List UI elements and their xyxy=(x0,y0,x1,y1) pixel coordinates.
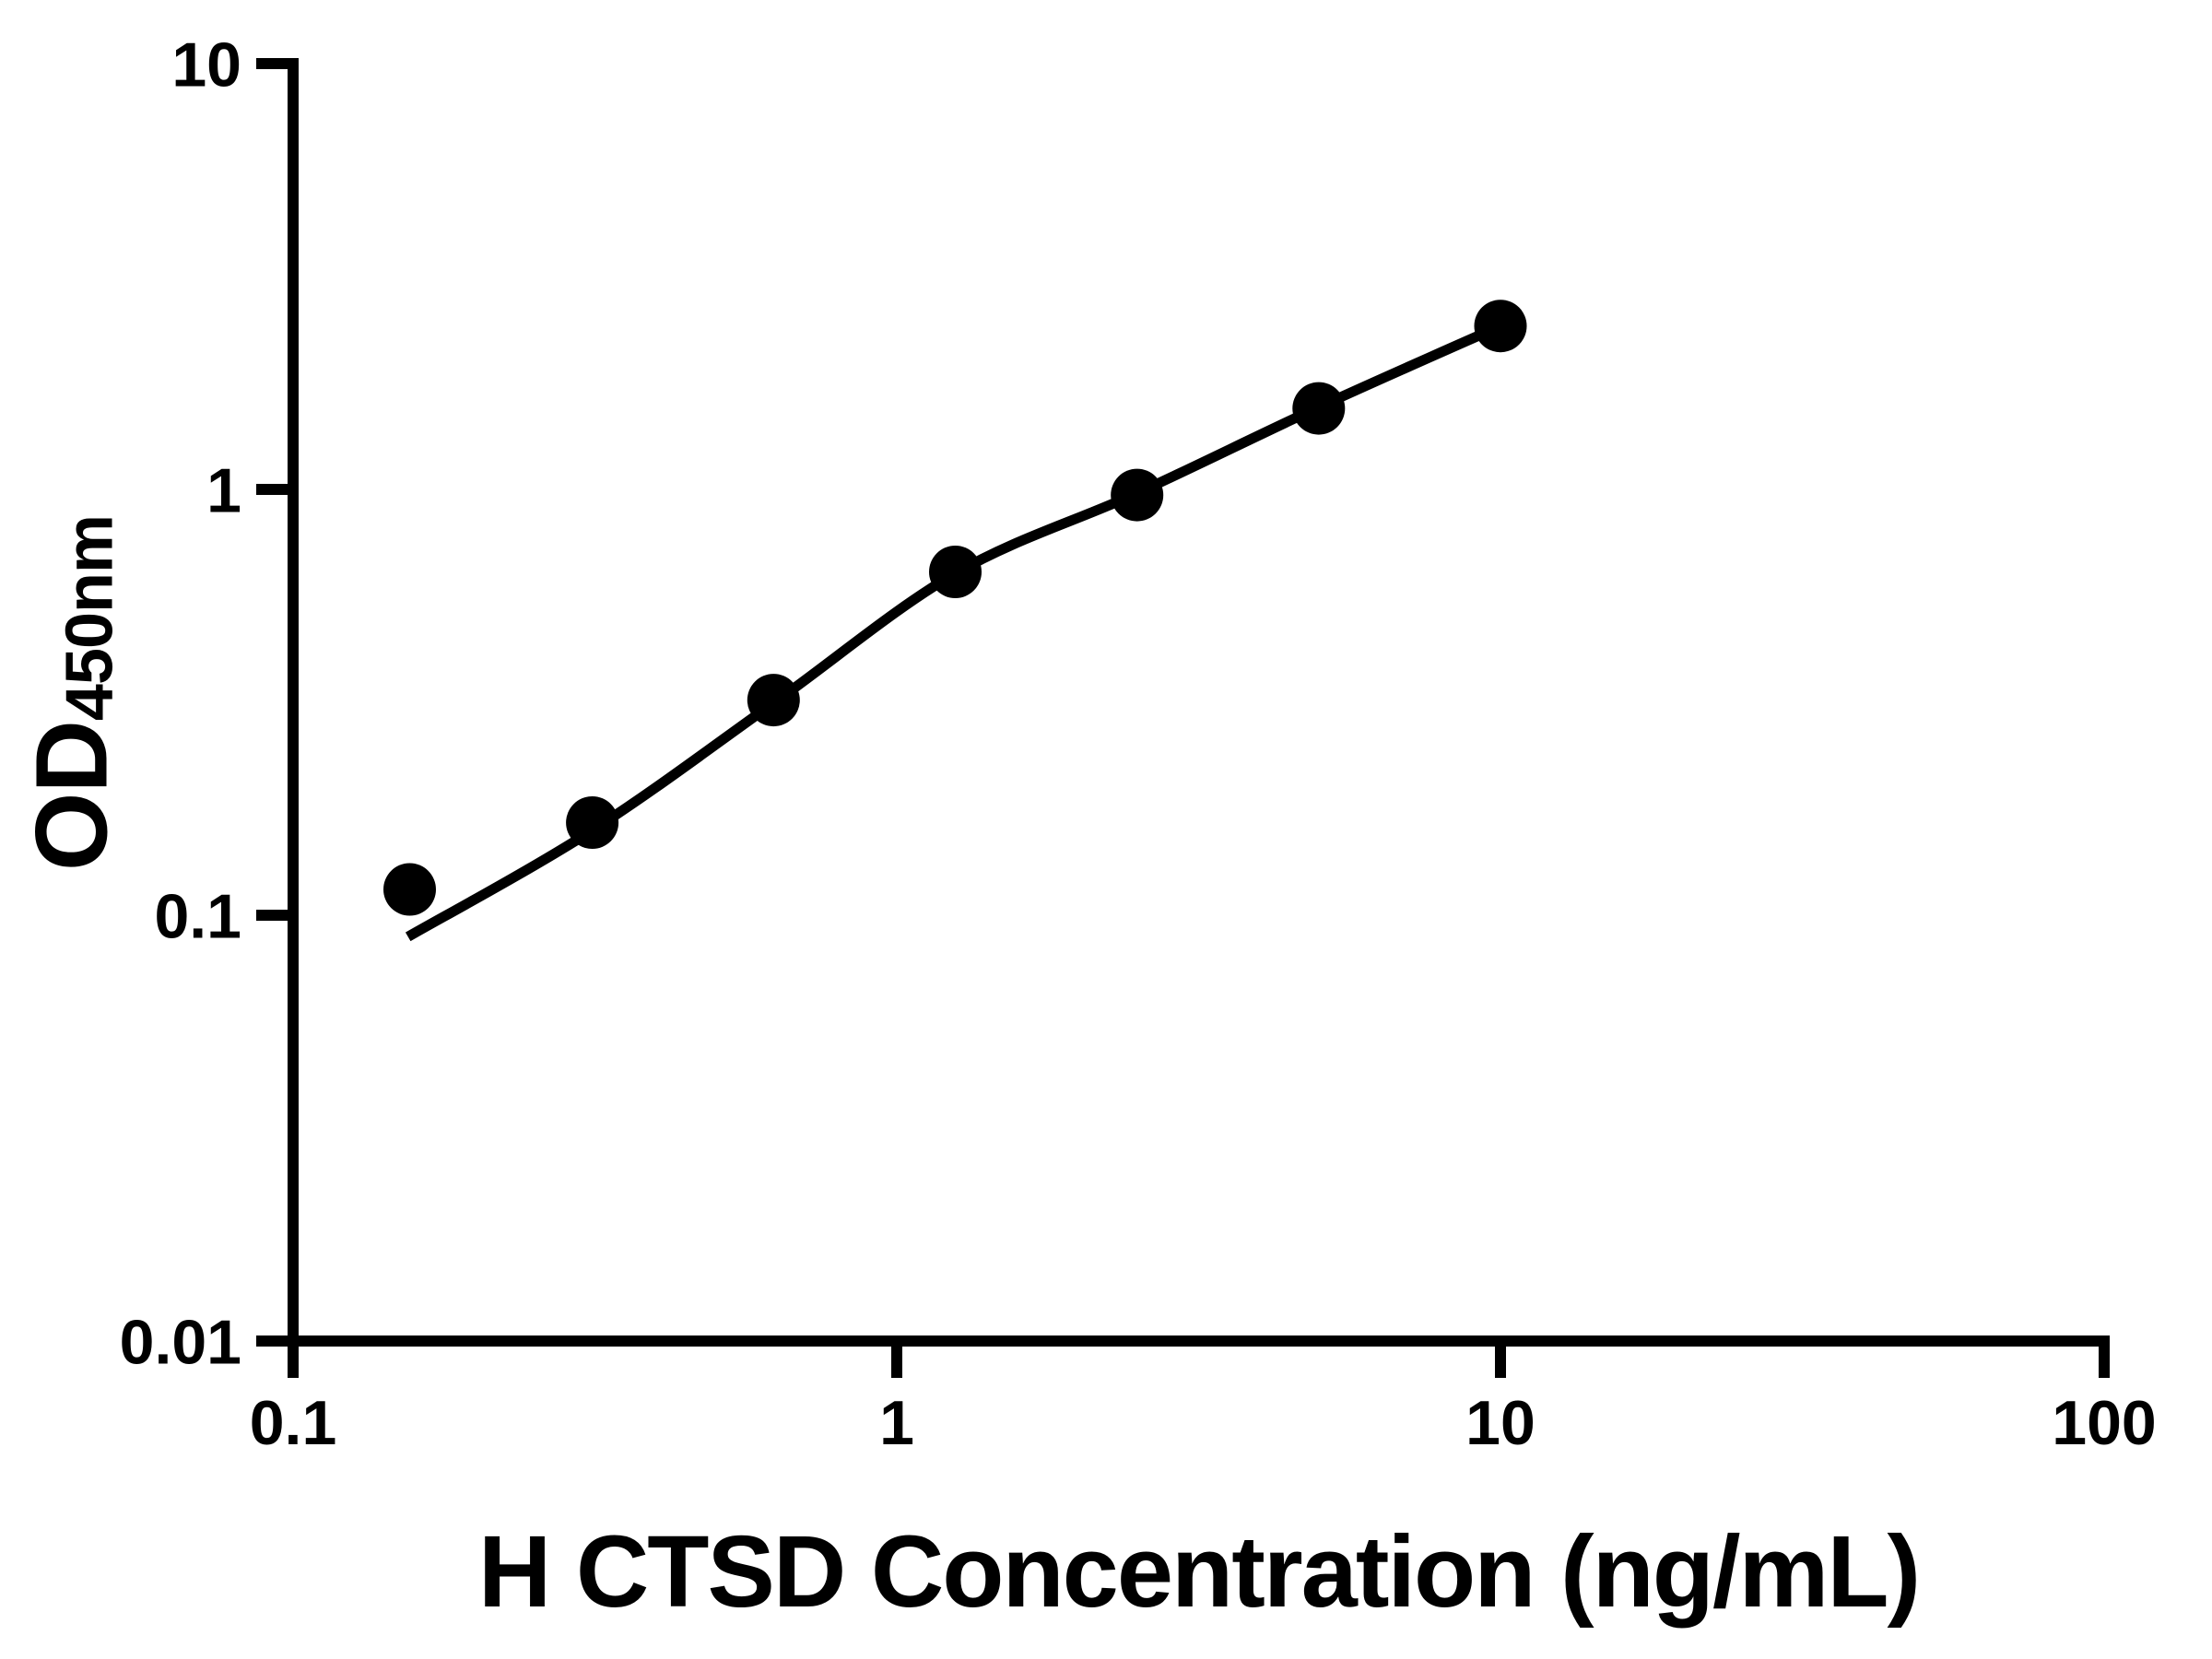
x-tick-label: 100 xyxy=(2052,1388,2156,1458)
y-tick-label: 10 xyxy=(171,29,241,100)
x-tick-label: 10 xyxy=(1465,1388,1535,1458)
y-tick-label: 0.1 xyxy=(154,881,241,951)
x-tick-label: 1 xyxy=(879,1388,914,1458)
data-point xyxy=(1474,300,1527,353)
x-axis-title: H CTSD Concentration (ng/mL) xyxy=(477,1515,1921,1629)
y-axis-title: OD450nm xyxy=(14,515,131,871)
data-point xyxy=(1292,382,1346,435)
data-point xyxy=(566,796,619,849)
data-point xyxy=(383,863,436,916)
data-point xyxy=(929,546,982,598)
y-tick-label: 1 xyxy=(206,455,241,525)
data-point xyxy=(1111,468,1164,522)
y-axis-title-main: OD xyxy=(15,721,129,872)
data-point xyxy=(747,674,800,727)
x-tick-label: 0.1 xyxy=(250,1388,337,1458)
y-tick-label: 0.01 xyxy=(120,1307,241,1377)
y-axis-title-sub: 450nm xyxy=(53,514,127,722)
